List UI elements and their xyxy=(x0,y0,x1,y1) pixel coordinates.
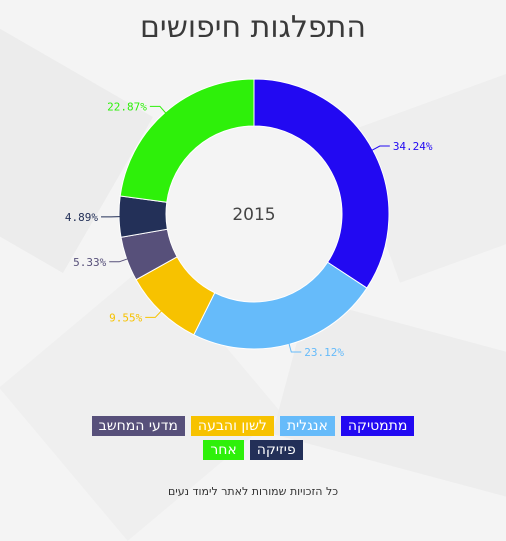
data-label-3: 5.33% xyxy=(73,256,106,269)
donut-chart: 34.24% 23.12% 9.55% 5.33% 4.89% 22.87% 2015 xyxy=(0,0,506,400)
data-label-0: 34.24% xyxy=(393,140,433,153)
data-label-1: 23.12% xyxy=(304,346,344,359)
legend-item-אחר[interactable]: אחר xyxy=(203,440,243,460)
data-label-5: 22.87% xyxy=(107,100,147,113)
data-label-2: 9.55% xyxy=(109,311,142,324)
leader-line-1 xyxy=(289,343,301,352)
legend-item-מדעי-המחשב[interactable]: מדעי המחשב xyxy=(92,416,185,436)
legend-item-מתמטיקה[interactable]: מתמטיקה xyxy=(341,416,415,436)
leader-line-2 xyxy=(145,311,161,318)
legend-item-לשון-והבעה[interactable]: לשון והבעה xyxy=(191,416,274,436)
slice-1[interactable] xyxy=(194,262,367,349)
legend-item-פיזיקה[interactable]: פיזיקה xyxy=(250,440,303,460)
legend-item-אנגלית[interactable]: אנגלית xyxy=(280,416,335,436)
slice-0[interactable] xyxy=(254,79,389,288)
data-label-4: 4.89% xyxy=(65,211,98,224)
slice-5[interactable] xyxy=(120,79,254,202)
leader-line-0 xyxy=(372,146,390,150)
legend-row-1: מתמטיקה אנגלית לשון והבעה מדעי המחשב xyxy=(0,416,506,436)
leader-line-5 xyxy=(150,106,166,113)
leader-line-3 xyxy=(109,259,127,262)
footer-copyright: כל הזכויות שמורות לאתר לימוד נעים xyxy=(0,485,506,498)
center-label: 2015 xyxy=(232,205,275,225)
legend-row-2: פיזיקה אחר xyxy=(0,440,506,460)
